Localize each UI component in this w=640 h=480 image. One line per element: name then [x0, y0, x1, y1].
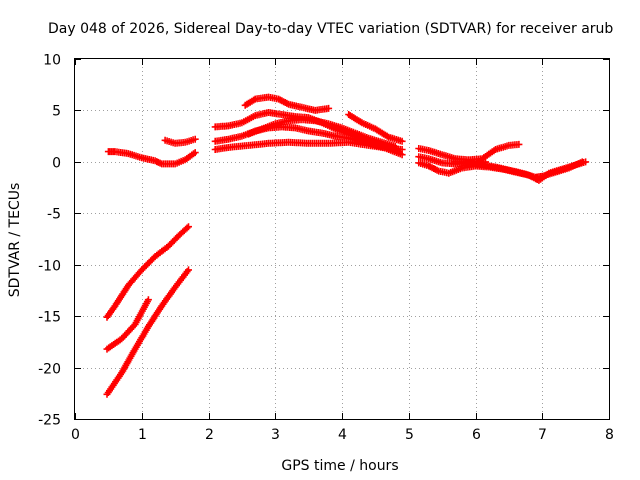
tick-labels: 0 1 2 3 4 5 6 7 8 -25 -20 -15 -10 -5 0 5 10 — [38, 53, 614, 444]
series-marker — [103, 266, 192, 398]
x-tick-label: 0 — [71, 427, 80, 443]
series-marker — [452, 158, 489, 168]
series-track-3 — [103, 223, 192, 321]
series-track-2 — [161, 135, 199, 147]
series-track-4 — [103, 296, 152, 353]
x-tick-label: 6 — [472, 427, 481, 443]
series-track-11 — [345, 111, 406, 145]
y-tick-label: -15 — [38, 310, 61, 326]
series-track-5 — [103, 266, 192, 398]
plot-frame — [74, 58, 610, 420]
series-track-10 — [245, 116, 399, 150]
series-track-15 — [452, 158, 489, 168]
series-track-9 — [241, 93, 333, 114]
ticks — [75, 59, 610, 420]
series-marker — [241, 93, 333, 114]
x-tick-label: 4 — [338, 427, 347, 443]
series-track-1 — [104, 148, 199, 168]
y-tick-label: -10 — [38, 259, 61, 275]
x-axis-label: GPS time / hours — [281, 458, 398, 474]
series-marker — [161, 135, 199, 147]
y-tick-label: -20 — [38, 362, 61, 378]
y-tick-label: 0 — [52, 156, 61, 172]
x-tick-label: 8 — [605, 427, 614, 443]
y-axis-label: SDTVAR / TECUs — [7, 183, 23, 298]
data-marks — [103, 93, 590, 398]
series-marker — [103, 296, 152, 353]
y-tick-label: -5 — [47, 207, 61, 223]
series-marker — [345, 111, 406, 145]
series-marker — [104, 148, 199, 168]
y-tick-label: 10 — [43, 53, 61, 69]
y-tick-label: -25 — [38, 413, 61, 429]
x-tick-label: 7 — [538, 427, 547, 443]
x-tick-label: 5 — [405, 427, 414, 443]
chart-title: Day 048 of 2026, Sidereal Day-to-day VTE… — [48, 21, 613, 37]
x-tick-label: 2 — [205, 427, 214, 443]
series-marker — [245, 116, 399, 150]
grid — [75, 59, 609, 419]
x-tick-label: 3 — [271, 427, 280, 443]
y-tick-label: 5 — [52, 104, 61, 120]
x-tick-label: 1 — [138, 427, 147, 443]
series-marker — [103, 223, 192, 321]
